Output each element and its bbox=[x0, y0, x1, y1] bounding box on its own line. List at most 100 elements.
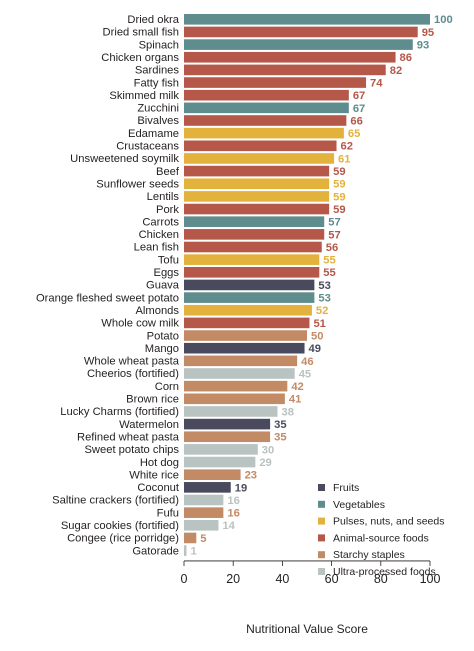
bar bbox=[184, 292, 315, 303]
category-label: Bivalves bbox=[137, 115, 179, 127]
value-label: 46 bbox=[301, 356, 313, 368]
category-label: Lucky Charms (fortified) bbox=[60, 406, 179, 418]
bar bbox=[184, 178, 330, 190]
category-label: Corn bbox=[155, 381, 179, 393]
bar bbox=[184, 304, 312, 316]
category-label: Spinach bbox=[139, 39, 179, 51]
bar bbox=[184, 26, 418, 38]
value-label: 42 bbox=[291, 381, 303, 393]
category-label: Whole cow milk bbox=[101, 318, 179, 330]
bar bbox=[184, 469, 241, 480]
category-label: Sardines bbox=[135, 65, 180, 77]
value-label: 57 bbox=[328, 229, 340, 241]
legend-swatch bbox=[318, 568, 325, 575]
value-label: 50 bbox=[311, 330, 323, 342]
x-axis-title: Nutritional Value Score bbox=[246, 622, 368, 636]
x-axis: 0 20 40 60 80 100 bbox=[181, 560, 441, 586]
bar bbox=[184, 216, 325, 227]
bar bbox=[184, 380, 288, 392]
value-label: 49 bbox=[309, 343, 321, 355]
bar bbox=[184, 267, 320, 278]
value-label: 19 bbox=[235, 482, 247, 494]
category-label: Dried small fish bbox=[103, 27, 179, 39]
bar bbox=[184, 254, 320, 265]
value-label: 59 bbox=[333, 191, 345, 203]
legend-label: Ultra-processed foods bbox=[333, 566, 436, 578]
bar bbox=[184, 51, 396, 63]
value-label: 56 bbox=[326, 242, 338, 254]
category-label: Edamame bbox=[128, 128, 179, 140]
category-label: Mango bbox=[145, 343, 179, 355]
value-label: 65 bbox=[348, 128, 360, 140]
value-label: 55 bbox=[323, 255, 335, 267]
value-label: 41 bbox=[289, 394, 301, 406]
value-label: 67 bbox=[353, 103, 365, 115]
category-label: Cheerios (fortified) bbox=[87, 368, 179, 380]
category-label: Crustaceans bbox=[116, 141, 179, 153]
value-label: 35 bbox=[274, 432, 286, 444]
value-label: 66 bbox=[350, 115, 362, 127]
value-label: 59 bbox=[333, 204, 345, 216]
x-tick-label: 60 bbox=[325, 572, 339, 586]
category-label: Skimmed milk bbox=[109, 90, 179, 102]
value-label: 93 bbox=[417, 40, 429, 52]
bar bbox=[184, 393, 285, 405]
category-label: Unsweetened soymilk bbox=[70, 153, 179, 165]
category-label: Fatty fish bbox=[134, 77, 179, 89]
bar bbox=[184, 140, 337, 152]
value-label: 5 bbox=[200, 533, 206, 545]
bar bbox=[184, 317, 310, 329]
category-label: Refined wheat pasta bbox=[77, 431, 180, 443]
bar bbox=[184, 545, 187, 556]
x-tick-label: 20 bbox=[226, 572, 240, 586]
category-label: Sunflower seeds bbox=[96, 178, 179, 190]
bar bbox=[184, 191, 330, 202]
legend-swatch bbox=[318, 551, 325, 559]
legend-swatch bbox=[318, 500, 325, 508]
category-label: Sugar cookies (fortified) bbox=[61, 520, 179, 532]
bar bbox=[184, 102, 349, 114]
value-label: 82 bbox=[390, 65, 402, 77]
value-label: 61 bbox=[338, 153, 350, 165]
bar bbox=[184, 482, 231, 493]
category-label: Lean fish bbox=[134, 242, 179, 254]
value-label: 38 bbox=[281, 406, 293, 418]
category-label: Whole wheat pasta bbox=[84, 356, 180, 368]
category-label: White rice bbox=[129, 469, 179, 481]
category-label: Potato bbox=[147, 330, 179, 342]
bar bbox=[184, 406, 278, 417]
value-label: 52 bbox=[316, 305, 328, 317]
x-tick-label: 40 bbox=[275, 572, 289, 586]
value-label: 51 bbox=[313, 318, 325, 330]
bar bbox=[184, 203, 330, 215]
value-label: 30 bbox=[262, 444, 274, 456]
category-label: Coconut bbox=[137, 482, 180, 494]
bar bbox=[184, 77, 367, 88]
value-label: 55 bbox=[323, 267, 335, 279]
bar bbox=[184, 127, 344, 139]
category-label: Zucchini bbox=[137, 103, 179, 115]
bars-layer: Dried okra 100 Dried small fish 95 Spinach 93… bbox=[36, 14, 453, 558]
value-label: 29 bbox=[259, 457, 271, 469]
value-label: 53 bbox=[318, 293, 330, 305]
bar bbox=[184, 229, 325, 240]
legend-label: Pulses, nuts, and seeds bbox=[333, 516, 445, 528]
value-label: 16 bbox=[227, 495, 239, 507]
category-label: Guava bbox=[146, 280, 180, 292]
bar bbox=[184, 330, 307, 341]
bar bbox=[184, 507, 224, 518]
value-label: 57 bbox=[328, 217, 340, 229]
category-label: Congee (rice porridge) bbox=[67, 533, 179, 545]
value-label: 100 bbox=[434, 14, 453, 26]
bar bbox=[184, 39, 413, 50]
category-label: Watermelon bbox=[119, 419, 179, 431]
legend: Fruits Vegetables Pulses, nuts, and seeds A… bbox=[318, 482, 445, 578]
value-label: 14 bbox=[222, 520, 235, 532]
value-label: 53 bbox=[318, 280, 330, 292]
value-label: 62 bbox=[341, 141, 353, 153]
x-tick-label: 100 bbox=[420, 572, 441, 586]
category-label: Chicken organs bbox=[101, 52, 179, 64]
category-label: Gatorade bbox=[132, 545, 179, 557]
